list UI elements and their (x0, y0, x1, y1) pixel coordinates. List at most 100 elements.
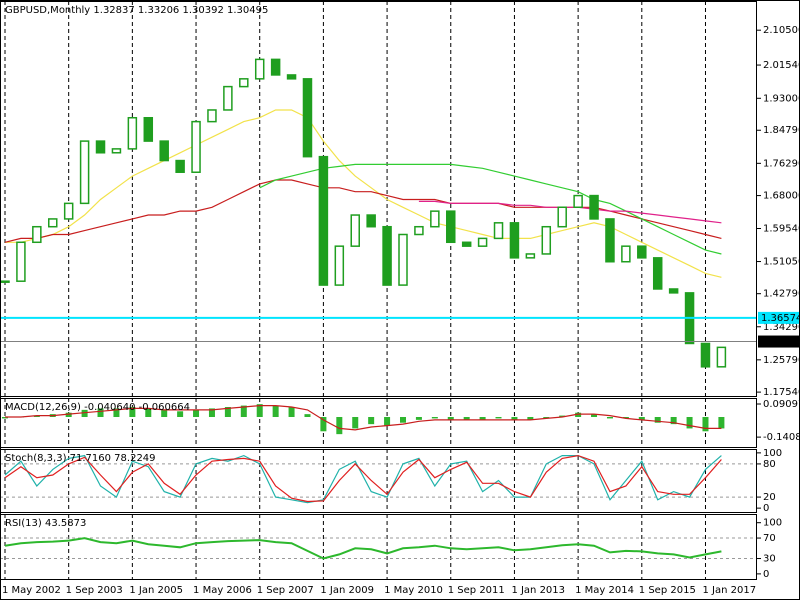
candle (637, 245, 647, 259)
candle (16, 241, 26, 282)
histogram-bar (224, 407, 231, 417)
candle (48, 218, 58, 228)
panel (0, 1, 757, 396)
histogram-bar (240, 405, 247, 417)
x-tick-label: 1 Jan 2017 (702, 585, 756, 596)
candle (302, 78, 313, 158)
candle (79, 140, 90, 205)
histogram-bar (527, 417, 534, 420)
y-tick-label: 2.01540 (763, 60, 800, 71)
candle (223, 85, 233, 111)
candle (350, 214, 360, 247)
candle (127, 116, 138, 150)
candle (270, 58, 281, 76)
histogram-bar (304, 414, 311, 417)
candle (573, 194, 583, 209)
histogram-bar (272, 405, 279, 417)
panel (0, 449, 757, 512)
candle (207, 109, 217, 123)
candle (509, 222, 520, 259)
x-tick-label: 1 Jan 2009 (320, 585, 374, 596)
y-tick-label: 100 (763, 448, 782, 459)
candle (414, 225, 424, 236)
moving-average (418, 200, 722, 224)
y-tick-label: 2.10500 (763, 25, 800, 36)
histogram-bar (670, 417, 677, 425)
histogram-bar (702, 417, 709, 432)
y-tick-label: 1.34290 (763, 322, 800, 333)
x-tick-label: 1 Sep 2011 (448, 585, 505, 596)
candle (63, 202, 74, 220)
candle (159, 140, 169, 162)
candle (366, 214, 376, 228)
candle (430, 210, 440, 228)
histogram-bar (718, 417, 725, 429)
indicator-line (4, 454, 722, 503)
histogram-bar (113, 408, 120, 417)
level-label: 1.30495 (761, 337, 800, 348)
histogram-bar (479, 417, 486, 420)
y-tick-label: 1.84790 (763, 125, 800, 136)
histogram-bar (543, 417, 550, 419)
histogram-bar (320, 417, 327, 432)
indicator-line (5, 405, 722, 431)
histogram-bar (129, 407, 136, 417)
indicator-line (4, 454, 722, 504)
x-tick-label: 1 May 2006 (193, 585, 252, 596)
histogram-bar (575, 412, 582, 417)
histogram-bar (400, 417, 406, 423)
panel-frame (0, 514, 757, 580)
histogram-bar (65, 412, 72, 417)
candle (143, 116, 154, 142)
histogram-bar (2, 417, 8, 419)
candle (668, 288, 679, 294)
histogram-bar (495, 417, 502, 419)
indicator-line (4, 537, 722, 560)
candle (286, 74, 297, 80)
y-tick-label: 80 (763, 459, 776, 470)
candle (589, 194, 599, 220)
level-label: 1.36574 (761, 313, 800, 324)
y-tick-label: 0 (763, 503, 769, 514)
candle (716, 346, 727, 368)
y-tick-label: 1.59540 (763, 224, 800, 235)
histogram-bar (33, 415, 40, 417)
y-tick-label: 0.090978 (763, 399, 800, 410)
candle (493, 222, 504, 240)
histogram-bar (193, 409, 200, 417)
candle (175, 159, 185, 173)
candle (446, 210, 456, 244)
histogram-bar (81, 409, 88, 417)
x-tick-label: 1 Sep 2003 (66, 585, 123, 596)
candle (32, 225, 42, 244)
candle (525, 253, 536, 259)
histogram-bar (384, 417, 391, 426)
panel-frame (0, 1, 757, 397)
histogram-bar (415, 417, 422, 420)
histogram-bar (256, 404, 263, 417)
histogram-bar (336, 417, 343, 435)
level-label-bg (758, 311, 800, 324)
moving-average (259, 163, 722, 255)
panel (0, 514, 757, 579)
x-tick-label: 1 Sep 2007 (257, 585, 314, 596)
level-label-bg (758, 335, 800, 348)
histogram-bar (447, 417, 454, 420)
x-tick-label: 1 Jan 2005 (129, 585, 183, 596)
y-tick-label: 1.51050 (763, 257, 800, 268)
x-tick-label: 1 May 2010 (384, 585, 443, 596)
candle (477, 237, 488, 247)
candle (95, 140, 106, 154)
histogram-bar (559, 415, 566, 417)
y-tick-label: 1.93000 (763, 93, 800, 104)
histogram-bar (352, 417, 359, 429)
histogram-bar (511, 417, 518, 420)
candle (191, 120, 201, 173)
y-tick-label: -0.140828 (763, 432, 800, 443)
histogram-bar (622, 417, 629, 419)
y-tick-label: 1.42790 (763, 289, 800, 300)
histogram-bar (606, 417, 613, 419)
candle (111, 148, 122, 154)
